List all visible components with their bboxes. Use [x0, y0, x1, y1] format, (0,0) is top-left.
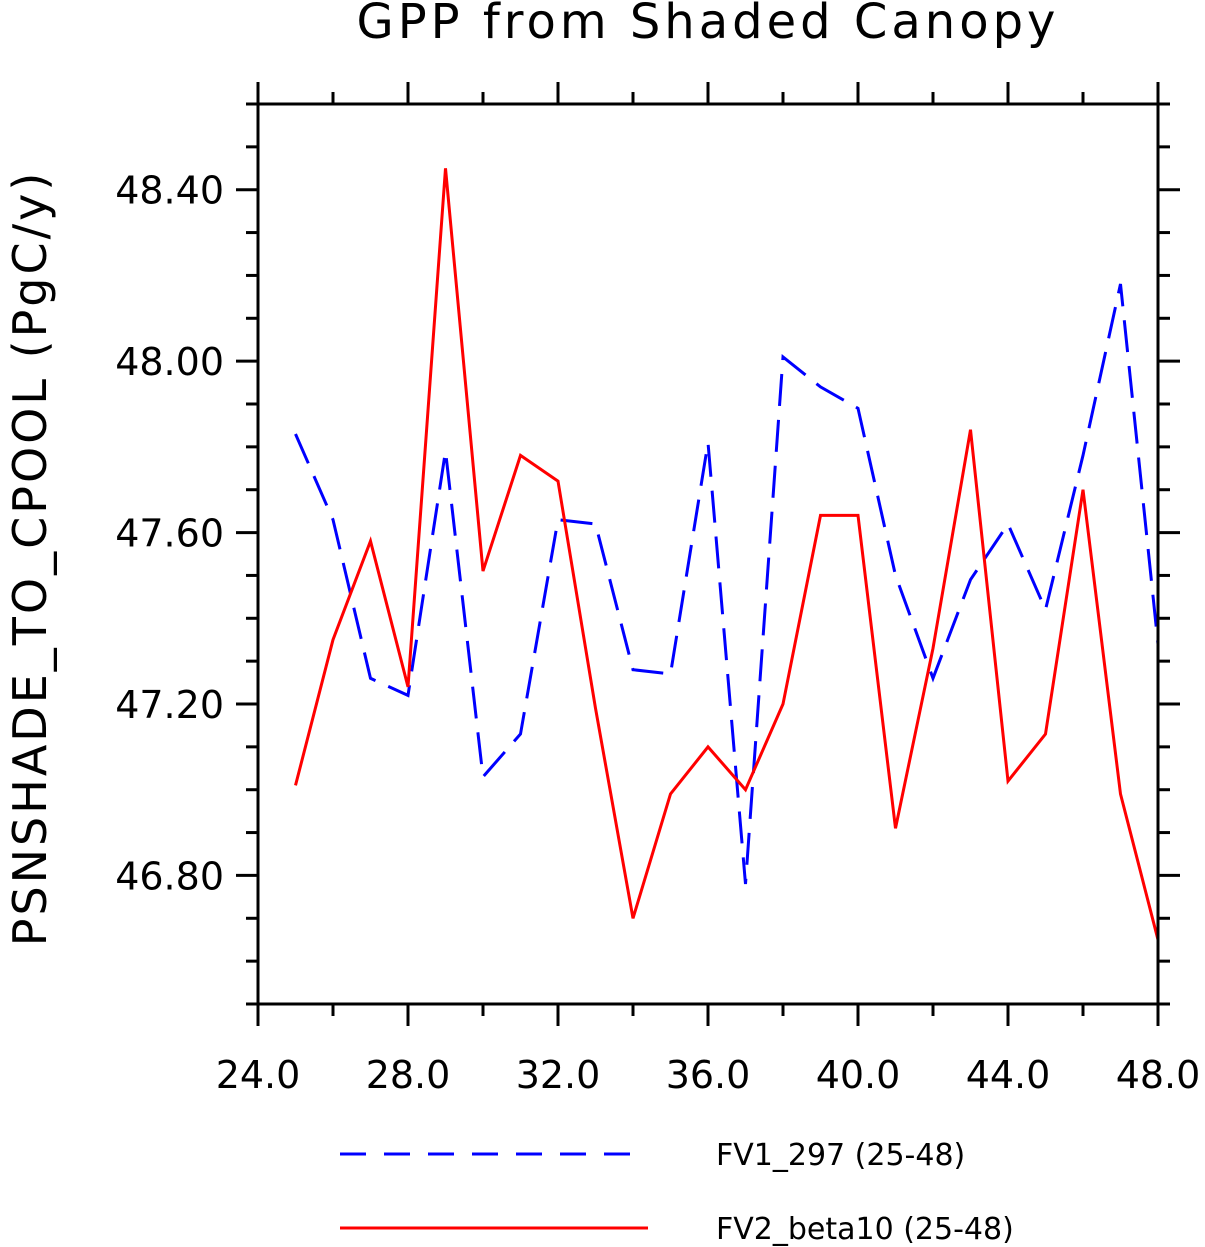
x-tick-label: 32.0: [516, 1053, 601, 1097]
y-tick-label: 46.80: [115, 854, 224, 898]
plot-lines: [294, 168, 1160, 941]
y-tick-label: 47.20: [115, 683, 224, 727]
x-tick-label: 28.0: [366, 1053, 451, 1097]
legend: FV1_297 (25-48) FV2_beta10 (25-48): [340, 1138, 1014, 1247]
x-tick-label: 40.0: [816, 1053, 901, 1097]
x-tick-label: 48.0: [1116, 1053, 1201, 1097]
y-tick-label: 48.00: [115, 340, 224, 384]
series-line-2: [294, 168, 1160, 941]
legend-label-1: FV1_297 (25-48): [716, 1138, 965, 1173]
x-tick-label: 36.0: [666, 1053, 751, 1097]
series-line-1: [294, 283, 1160, 885]
y-tick-label: 47.60: [115, 512, 224, 556]
axes: 24.0 28.0 32.0 36.0 40.0 44.0 48.0 46.80 47.20 47…: [115, 82, 1200, 1097]
x-tick-label: 44.0: [966, 1053, 1051, 1097]
chart-title: GPP from Shaded Canopy: [357, 0, 1060, 50]
plot-frame: [256, 102, 1160, 1006]
y-axis-label: PSNSHADE_TO_CPOOL (PgC/y): [3, 170, 57, 947]
x-tick-label: 24.0: [216, 1053, 301, 1097]
y-tick-label: 48.40: [115, 169, 224, 213]
legend-label-2: FV2_beta10 (25-48): [716, 1212, 1014, 1247]
